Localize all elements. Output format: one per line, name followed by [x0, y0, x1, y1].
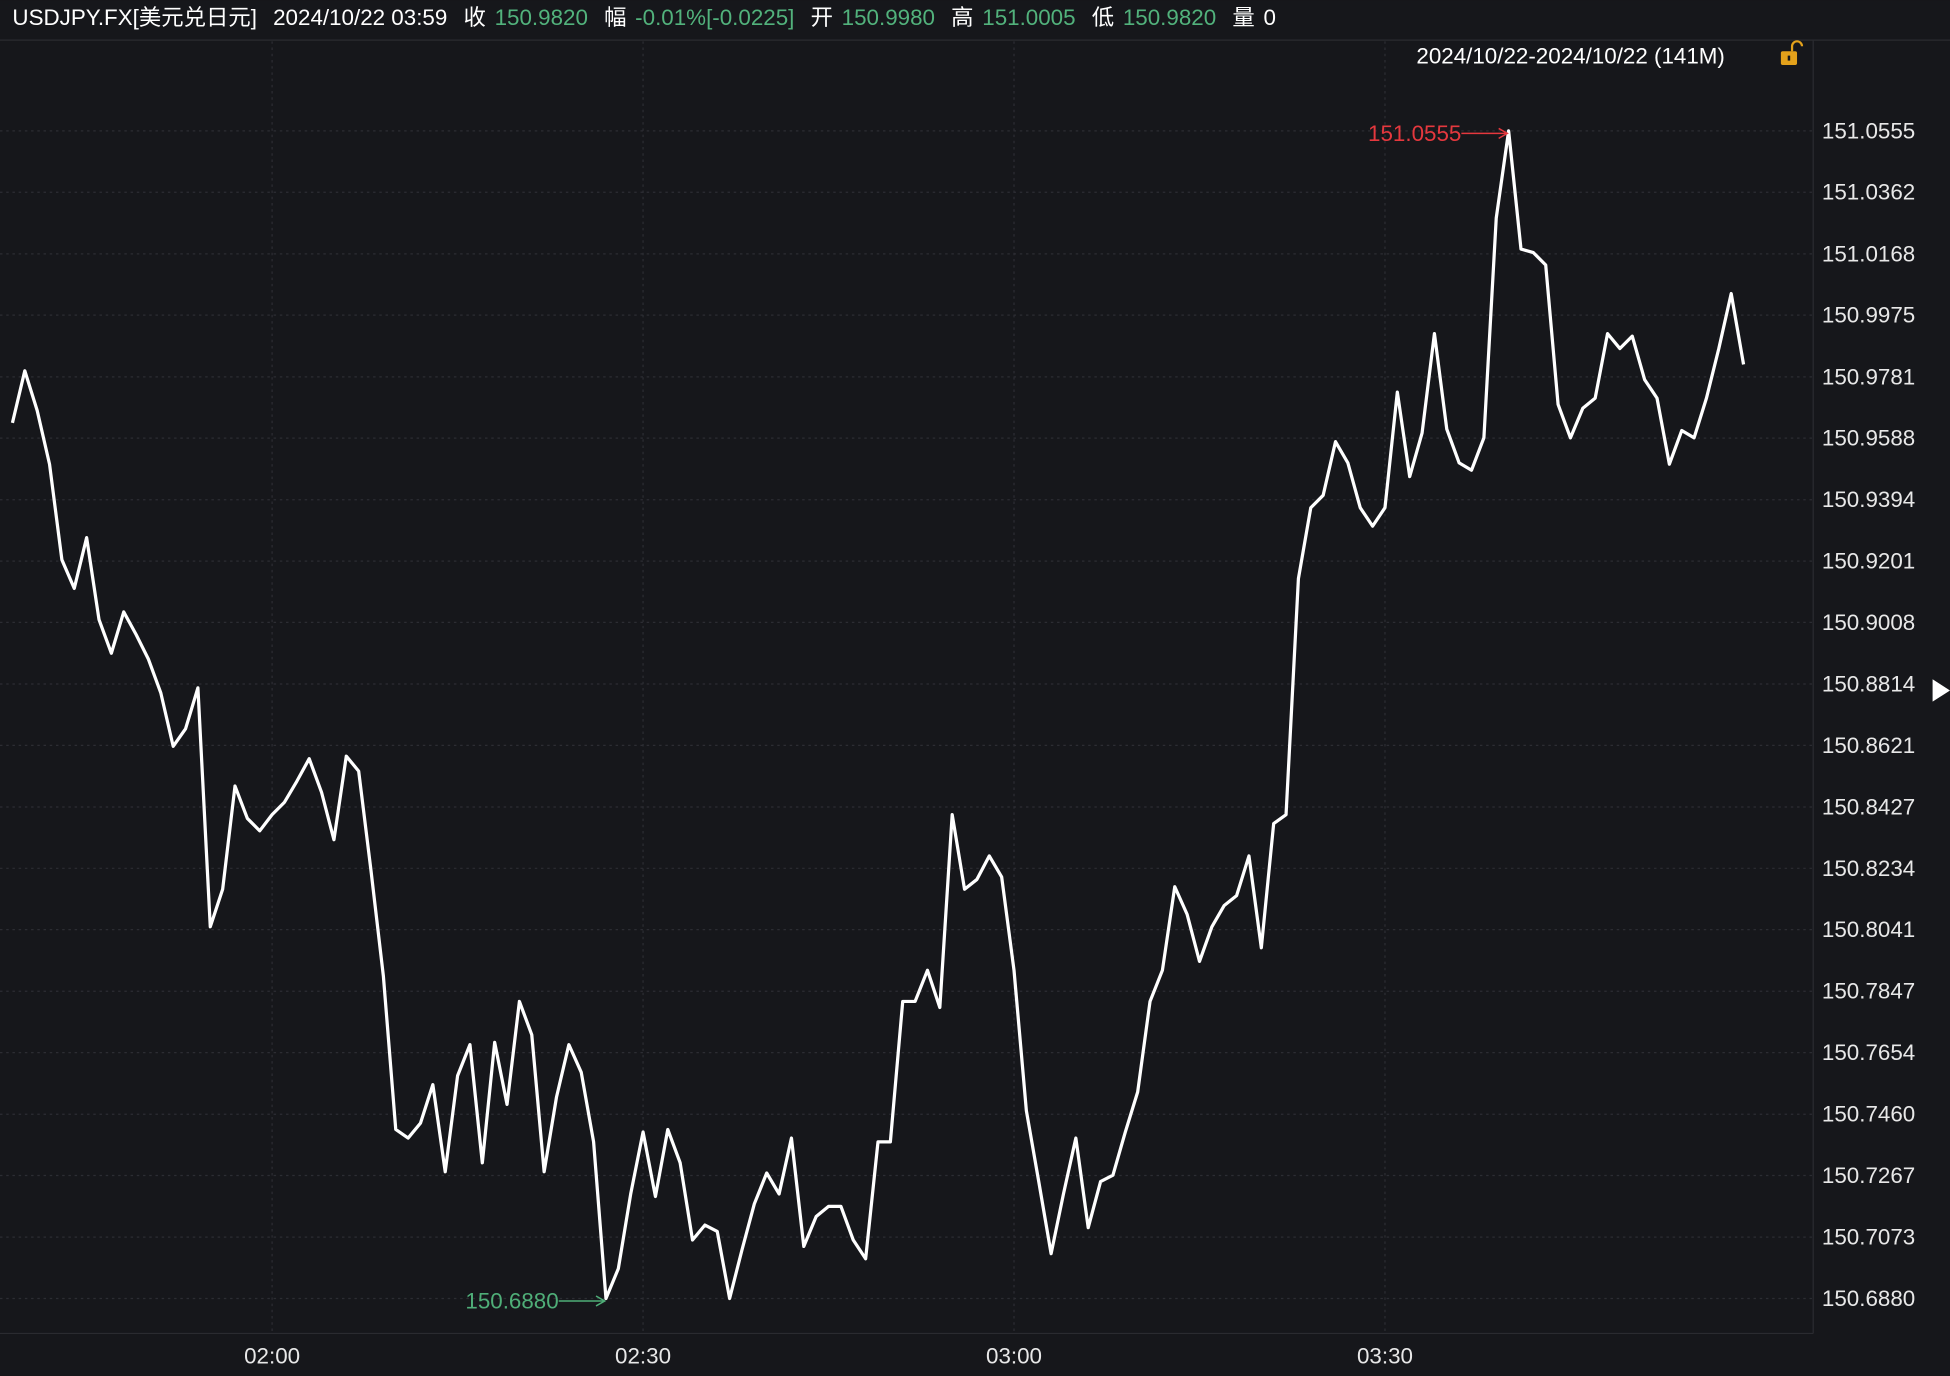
open: 150.9980 — [842, 5, 935, 30]
x-tick-label: 02:30 — [615, 1343, 671, 1368]
x-tick-label: 03:30 — [1357, 1343, 1413, 1368]
y-tick-label: 150.7460 — [1822, 1102, 1915, 1127]
change: -0.01%[-0.0225] — [635, 5, 794, 30]
high-label: 高 — [951, 5, 973, 30]
y-tick-label: 151.0168 — [1822, 241, 1915, 266]
y-tick-label: 150.7847 — [1822, 979, 1915, 1004]
y-tick-label: 150.8234 — [1822, 856, 1915, 881]
datetime: 2024/10/22 03:59 — [273, 5, 447, 30]
lock-icon[interactable] — [1780, 40, 1804, 65]
high-annotation: 151.0555 — [1368, 121, 1461, 146]
high: 151.0005 — [982, 5, 1075, 30]
y-tick-label: 150.9975 — [1822, 303, 1915, 328]
y-tick-label: 150.9201 — [1822, 549, 1915, 574]
y-tick-label: 150.6880 — [1822, 1286, 1915, 1311]
high-annotation-arrow-head — [1498, 127, 1509, 140]
plot: 150.6880 150.7073 150.7267 150.7460 150.7654… — [0, 41, 1915, 1368]
close-label: 收 — [463, 5, 485, 30]
y-tick-label: 150.9008 — [1822, 610, 1915, 635]
y-tick-label: 151.0555 — [1822, 118, 1915, 143]
lock-hole — [1787, 55, 1791, 61]
y-tick-label: 151.0362 — [1822, 180, 1915, 205]
x-tick-label: 02:00 — [244, 1343, 300, 1368]
open-label: 开 — [811, 5, 833, 30]
price-line — [10, 129, 1746, 1301]
range: 2024/10/22-2024/10/22 (141M) — [1416, 44, 1725, 69]
symbol: USDJPY.FX[美元兑日元] — [12, 5, 257, 30]
lock-shackle — [1790, 40, 1804, 52]
close: 150.9820 — [495, 5, 588, 30]
volume-label: 量 — [1232, 5, 1254, 30]
y-tick-label: 150.7267 — [1822, 1163, 1915, 1188]
y-tick-label: 150.8041 — [1822, 917, 1915, 942]
low-annotation-arrow-head — [595, 1295, 607, 1307]
y-tick-label: 150.8814 — [1822, 672, 1915, 697]
y-tick-label: 150.8427 — [1822, 794, 1915, 819]
y-tick-label: 150.9394 — [1822, 487, 1915, 512]
volume: 0 — [1263, 5, 1275, 30]
y-tick-label: 150.7073 — [1822, 1225, 1915, 1250]
low-annotation: 150.6880 — [465, 1288, 558, 1313]
low: 150.9820 — [1123, 5, 1216, 30]
change-label: 幅 — [604, 5, 626, 30]
y-tick-label: 150.7654 — [1822, 1040, 1915, 1065]
x-tick-label: 03:00 — [986, 1343, 1042, 1368]
y-tick-label: 150.8621 — [1822, 733, 1915, 758]
y-tick-label: 150.9781 — [1822, 364, 1915, 389]
y-tick-label: 150.9588 — [1822, 426, 1915, 451]
expand-arrow[interactable] — [1932, 679, 1950, 702]
header: USDJPY.FX[美元兑日元] 2024/10/22 03:59 收 150.… — [12, 5, 1275, 30]
low-label: 低 — [1092, 5, 1114, 30]
